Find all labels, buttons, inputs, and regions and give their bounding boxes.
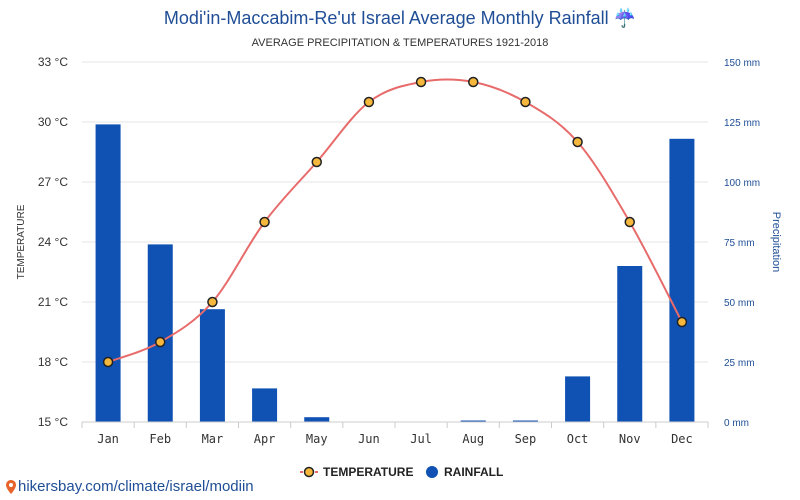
y-tick-label-left: 30 °C <box>38 115 68 129</box>
x-tick-label: Apr <box>254 432 276 446</box>
y-tick-label-left: 18 °C <box>38 355 68 369</box>
y-tick-label-right: 150 mm <box>724 58 760 69</box>
rainfall-bar[interactable] <box>95 124 121 423</box>
legend[interactable]: TEMPERATURE RAINFALL <box>300 465 503 479</box>
legend-label-rainfall: RAINFALL <box>444 465 503 479</box>
y-tick-label-left: 24 °C <box>38 235 68 249</box>
x-tick-label: Nov <box>619 432 641 446</box>
y-axis-title-right: Precipitation <box>770 212 782 273</box>
y-axis-title-left: TEMPERATURE <box>16 204 27 279</box>
chart-title: Modi'in-Maccabim-Re'ut Israel Average Mo… <box>164 7 636 28</box>
temperature-point[interactable] <box>415 76 427 88</box>
y-tick-label-right: 125 mm <box>724 118 760 129</box>
rainfall-bar[interactable] <box>669 138 695 423</box>
x-tick-label: May <box>306 432 328 446</box>
x-tick-label: Mar <box>202 432 224 446</box>
rainfall-bar[interactable] <box>565 376 591 422</box>
y-tick-label-left: 15 °C <box>38 415 68 429</box>
x-tick-label: Aug <box>462 432 484 446</box>
temperature-point[interactable] <box>155 336 166 348</box>
y-tick-label-left: 27 °C <box>38 175 68 189</box>
y-tick-label-right: 25 mm <box>724 358 755 369</box>
rainfall-bar[interactable] <box>199 309 225 422</box>
legend-item-temperature[interactable]: TEMPERATURE <box>300 465 413 479</box>
gridlines <box>82 61 708 423</box>
temperature-point[interactable] <box>102 356 114 368</box>
source-link-text: hikersbay.com/climate/israel/modiin <box>18 478 254 495</box>
rainfall-bar[interactable] <box>304 417 330 422</box>
y-tick-label-right: 50 mm <box>724 298 755 309</box>
legend-label-temperature: TEMPERATURE <box>323 465 413 479</box>
legend-item-rainfall[interactable]: RAINFALL <box>426 465 503 479</box>
temperature-point[interactable] <box>207 296 218 308</box>
rainfall-bar[interactable] <box>617 266 643 422</box>
x-tick-label: Jul <box>410 432 432 446</box>
y-tick-label-right: 0 mm <box>724 418 749 429</box>
rainfall-bar[interactable] <box>460 420 486 423</box>
map-pin-icon <box>6 479 16 494</box>
temperature-point[interactable] <box>676 316 688 328</box>
x-tick-label: Sep <box>515 432 537 446</box>
rainfall-bar[interactable] <box>512 420 538 423</box>
rainfall-bar[interactable] <box>252 388 278 422</box>
rainfall-bars <box>95 124 695 423</box>
x-tick-label: Jan <box>97 432 119 446</box>
temperature-point[interactable] <box>624 216 635 228</box>
y-tick-label-right: 100 mm <box>724 178 760 189</box>
temperature-point[interactable] <box>572 136 583 148</box>
y-tick-label-left: 33 °C <box>38 55 68 69</box>
chart-subtitle: AVERAGE PRECIPITATION & TEMPERATURES 192… <box>252 37 549 49</box>
y-tick-label-right: 75 mm <box>724 238 755 249</box>
rainfall-bar[interactable] <box>147 244 173 422</box>
temperature-point[interactable] <box>259 216 270 228</box>
y-tick-label-left: 21 °C <box>38 295 68 309</box>
temperature-line-layer <box>102 76 688 368</box>
source-link[interactable]: hikersbay.com/climate/israel/modiin <box>6 478 254 495</box>
axes: 15 °C 0 mm 18 °C 25 mm 21 °C 50 mm 24 °C 75 mm 2… <box>38 55 760 446</box>
temperature-point[interactable] <box>311 156 322 168</box>
temperature-point[interactable] <box>520 96 531 108</box>
x-tick-label: Dec <box>671 432 693 446</box>
legend-rainfall-marker <box>426 466 438 478</box>
temperature-point[interactable] <box>363 96 375 108</box>
temperature-point[interactable] <box>468 76 479 88</box>
x-tick-label: Oct <box>567 432 589 446</box>
x-tick-label: Feb <box>149 432 171 446</box>
x-tick-label: Jun <box>358 432 380 446</box>
legend-temperature-marker <box>303 466 315 478</box>
